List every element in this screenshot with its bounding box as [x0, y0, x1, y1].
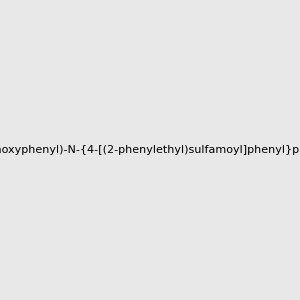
Text: (2E)-3-(2-methoxyphenyl)-N-{4-[(2-phenylethyl)sulfamoyl]phenyl}prop-2-enamide: (2E)-3-(2-methoxyphenyl)-N-{4-[(2-phenyl… [0, 145, 300, 155]
